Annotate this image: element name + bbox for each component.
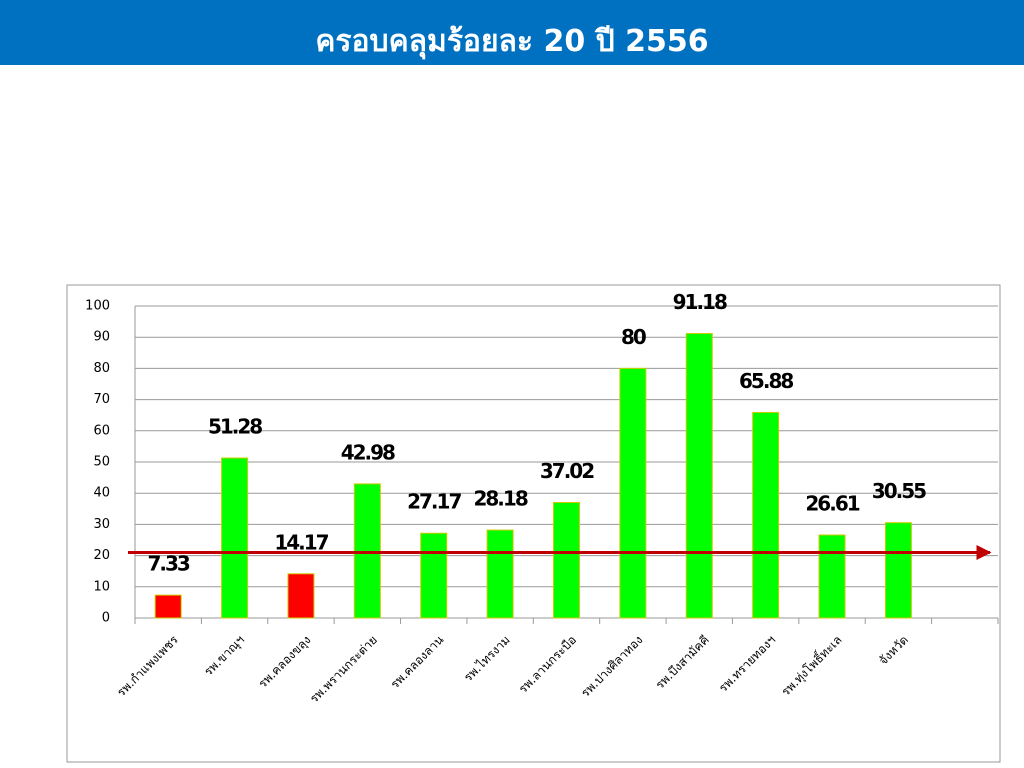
bar [486, 529, 514, 619]
bar [221, 457, 249, 619]
chart-frame [66, 284, 1001, 763]
y-tick-label: 90 [93, 330, 110, 345]
value-label: 14.17 [274, 530, 328, 554]
value-label: 26.61 [805, 491, 859, 515]
value-label: 80 [621, 325, 646, 349]
value-label: 91.18 [673, 290, 727, 314]
value-label: 37.02 [540, 459, 594, 483]
y-tick-label: 40 [93, 486, 110, 501]
y-tick-label: 80 [93, 361, 110, 376]
y-tick-label: 50 [93, 455, 110, 470]
value-label: 42.98 [341, 440, 395, 464]
value-label: 65.88 [739, 369, 793, 393]
value-label: 27.17 [407, 490, 461, 514]
value-label: 28.18 [473, 487, 527, 511]
value-label: 7.33 [148, 552, 190, 576]
y-tick-label: 60 [93, 423, 110, 438]
value-label: 51.28 [208, 415, 262, 439]
y-tick-label: 70 [93, 392, 110, 407]
y-tick-label: 30 [93, 517, 110, 532]
y-tick-label: 0 [102, 611, 110, 626]
bar [420, 532, 448, 619]
bar [685, 333, 713, 619]
title-banner: ครอบคลุมร้อยละ 20 ปี 2556 [0, 0, 1024, 65]
bar [287, 573, 315, 619]
value-label: 30.55 [872, 479, 926, 503]
bar [752, 411, 780, 619]
bar [154, 594, 182, 619]
bar [619, 367, 647, 619]
y-tick-label: 10 [93, 579, 110, 594]
bar [884, 522, 912, 619]
slide-title: ครอบคลุมร้อยละ 20 ปี 2556 [315, 24, 709, 59]
y-tick-label: 20 [93, 548, 110, 563]
y-tick-label: 100 [85, 299, 110, 314]
bar [818, 534, 846, 619]
bar [353, 483, 381, 619]
bar [553, 501, 580, 619]
